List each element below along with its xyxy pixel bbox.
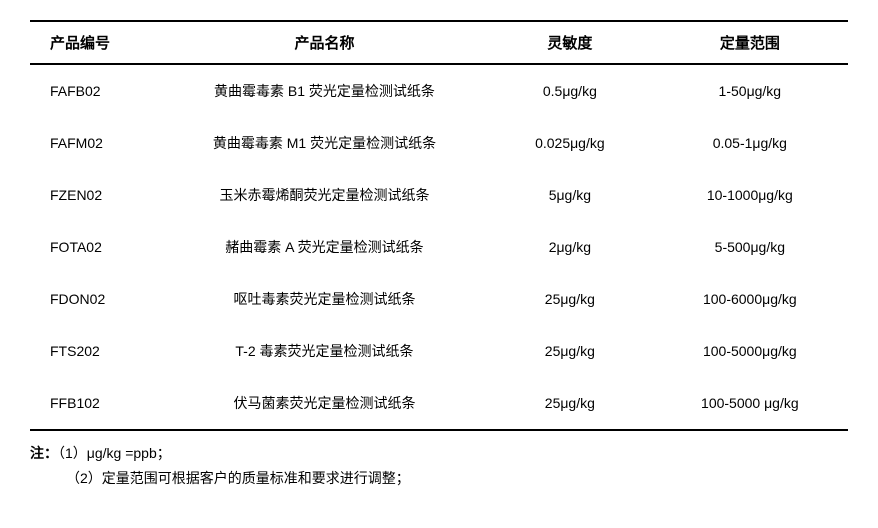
header-range: 定量范围 (652, 21, 848, 64)
cell-code: FOTA02 (30, 221, 161, 273)
cell-name: 呕吐毒素荧光定量检测试纸条 (161, 273, 488, 325)
cell-range: 10-1000μg/kg (652, 169, 848, 221)
note-label: 注： (30, 445, 58, 461)
cell-sensitivity: 5μg/kg (488, 169, 652, 221)
cell-range: 1-50μg/kg (652, 64, 848, 117)
header-sensitivity: 灵敏度 (488, 21, 652, 64)
notes-section: 注：（1）μg/kg =ppb； （2）定量范围可根据客户的质量标准和要求进行调… (30, 441, 848, 491)
table-row: FAFM02 黄曲霉毒素 M1 荧光定量检测试纸条 0.025μg/kg 0.0… (30, 117, 848, 169)
cell-code: FAFB02 (30, 64, 161, 117)
note-1-text: （1）μg/kg =ppb； (58, 445, 171, 461)
cell-sensitivity: 0.5μg/kg (488, 64, 652, 117)
cell-name: 黄曲霉毒素 M1 荧光定量检测试纸条 (161, 117, 488, 169)
cell-code: FAFM02 (30, 117, 161, 169)
cell-code: FDON02 (30, 273, 161, 325)
product-table: 产品编号 产品名称 灵敏度 定量范围 FAFB02 黄曲霉毒素 B1 荧光定量检… (30, 20, 848, 431)
cell-name: 赭曲霉素 A 荧光定量检测试纸条 (161, 221, 488, 273)
cell-name: 伏马菌素荧光定量检测试纸条 (161, 377, 488, 430)
table-row: FFB102 伏马菌素荧光定量检测试纸条 25μg/kg 100-5000 μg… (30, 377, 848, 430)
cell-range: 5-500μg/kg (652, 221, 848, 273)
header-code: 产品编号 (30, 21, 161, 64)
table-row: FDON02 呕吐毒素荧光定量检测试纸条 25μg/kg 100-6000μg/… (30, 273, 848, 325)
cell-sensitivity: 0.025μg/kg (488, 117, 652, 169)
note-2-text: （2）定量范围可根据客户的质量标准和要求进行调整； (66, 470, 410, 486)
cell-sensitivity: 25μg/kg (488, 273, 652, 325)
header-name: 产品名称 (161, 21, 488, 64)
table-row: FTS202 T-2 毒素荧光定量检测试纸条 25μg/kg 100-5000μ… (30, 325, 848, 377)
cell-range: 100-5000μg/kg (652, 325, 848, 377)
cell-code: FFB102 (30, 377, 161, 430)
note-line-1: 注：（1）μg/kg =ppb； (30, 441, 848, 466)
cell-code: FTS202 (30, 325, 161, 377)
cell-range: 0.05-1μg/kg (652, 117, 848, 169)
cell-range: 100-5000 μg/kg (652, 377, 848, 430)
cell-name: 黄曲霉毒素 B1 荧光定量检测试纸条 (161, 64, 488, 117)
cell-code: FZEN02 (30, 169, 161, 221)
note-line-2: （2）定量范围可根据客户的质量标准和要求进行调整； (30, 466, 848, 491)
cell-sensitivity: 25μg/kg (488, 377, 652, 430)
table-row: FOTA02 赭曲霉素 A 荧光定量检测试纸条 2μg/kg 5-500μg/k… (30, 221, 848, 273)
cell-sensitivity: 25μg/kg (488, 325, 652, 377)
cell-range: 100-6000μg/kg (652, 273, 848, 325)
cell-name: 玉米赤霉烯酮荧光定量检测试纸条 (161, 169, 488, 221)
table-row: FZEN02 玉米赤霉烯酮荧光定量检测试纸条 5μg/kg 10-1000μg/… (30, 169, 848, 221)
table-row: FAFB02 黄曲霉毒素 B1 荧光定量检测试纸条 0.5μg/kg 1-50μ… (30, 64, 848, 117)
cell-name: T-2 毒素荧光定量检测试纸条 (161, 325, 488, 377)
table-body: FAFB02 黄曲霉毒素 B1 荧光定量检测试纸条 0.5μg/kg 1-50μ… (30, 64, 848, 430)
table-header-row: 产品编号 产品名称 灵敏度 定量范围 (30, 21, 848, 64)
cell-sensitivity: 2μg/kg (488, 221, 652, 273)
